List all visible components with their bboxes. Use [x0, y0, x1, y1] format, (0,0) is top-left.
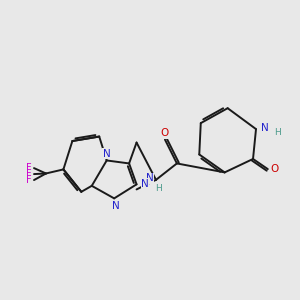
Text: O: O — [160, 128, 169, 138]
Text: N: N — [261, 123, 269, 133]
Text: F: F — [26, 175, 32, 185]
Text: F: F — [26, 163, 32, 173]
Text: H: H — [274, 128, 281, 136]
Text: N: N — [141, 179, 149, 189]
Text: F: F — [26, 169, 32, 179]
Text: O: O — [270, 164, 278, 174]
Text: N: N — [103, 149, 111, 159]
Text: H: H — [156, 184, 162, 193]
Text: N: N — [112, 201, 119, 211]
Text: N: N — [146, 173, 154, 183]
